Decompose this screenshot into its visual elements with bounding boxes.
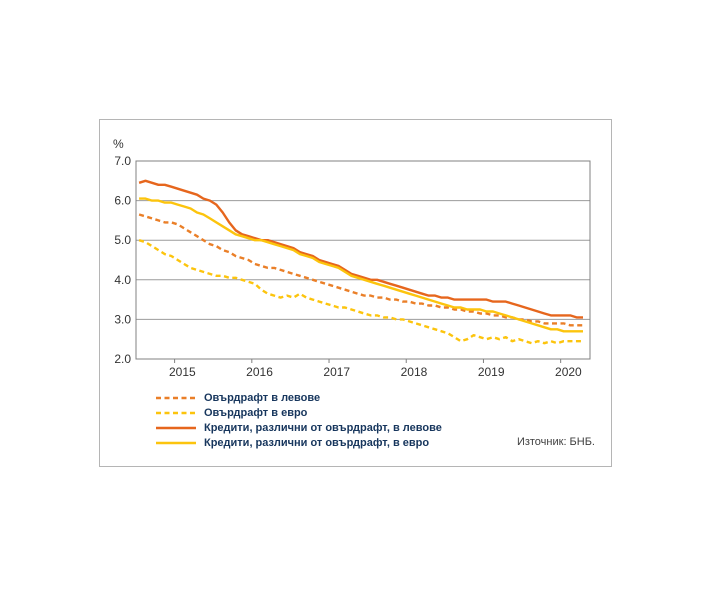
legend-line-sample (156, 396, 196, 399)
legend-item: Кредити, различни от овърдрафт, в евро (156, 436, 442, 449)
legend-label: Кредити, различни от овърдрафт, в евро (204, 436, 430, 449)
legend-item: Овърдрафт в евро (156, 406, 442, 419)
line-chart: 2.0 3.0 4.0 5.0 6.0 7.0 2015 2016 2017 2018 2019 20… (114, 154, 591, 379)
x-tick-label: 2017 (323, 365, 350, 379)
legend-line-sample (156, 426, 196, 429)
x-tick-label: 2018 (401, 365, 428, 379)
series-line (138, 239, 583, 345)
x-tick-label: 2015 (169, 365, 196, 379)
legend-label: Кредити, различни от овърдрафт, в левове (204, 421, 442, 434)
series-line (138, 213, 583, 327)
y-tick-label: 3.0 (114, 312, 131, 326)
chart-frame: % 2.0 3.0 4.0 5.0 6.0 7.0 2015 2016 2017 2018 2019… (99, 119, 612, 467)
x-tick-label: 2019 (478, 365, 505, 379)
legend: Овърдрафт в левове Овърдрафт в евро Кредит… (156, 391, 442, 451)
y-axis-unit-label: % (113, 137, 124, 151)
legend-line-sample (156, 411, 196, 414)
legend-label: Овърдрафт в левове (204, 391, 321, 404)
y-tick-label: 5.0 (114, 233, 131, 247)
y-tick-label: 6.0 (114, 194, 131, 208)
legend-label: Овърдрафт в евро (204, 406, 308, 419)
series-line (138, 179, 583, 319)
y-tick-label: 7.0 (114, 154, 131, 168)
x-tick-label: 2020 (555, 365, 582, 379)
plot-border (135, 160, 591, 360)
legend-item: Кредити, различни от овърдрафт, в левове (156, 421, 442, 434)
y-tick-label: 4.0 (114, 273, 131, 287)
series-line (139, 197, 583, 333)
source-note: Източник: БНБ. (516, 436, 595, 448)
y-tick-label: 2.0 (114, 352, 131, 366)
x-tick-label: 2016 (246, 365, 273, 379)
legend-line-sample (156, 441, 196, 444)
legend-item: Овърдрафт в левове (156, 391, 442, 404)
